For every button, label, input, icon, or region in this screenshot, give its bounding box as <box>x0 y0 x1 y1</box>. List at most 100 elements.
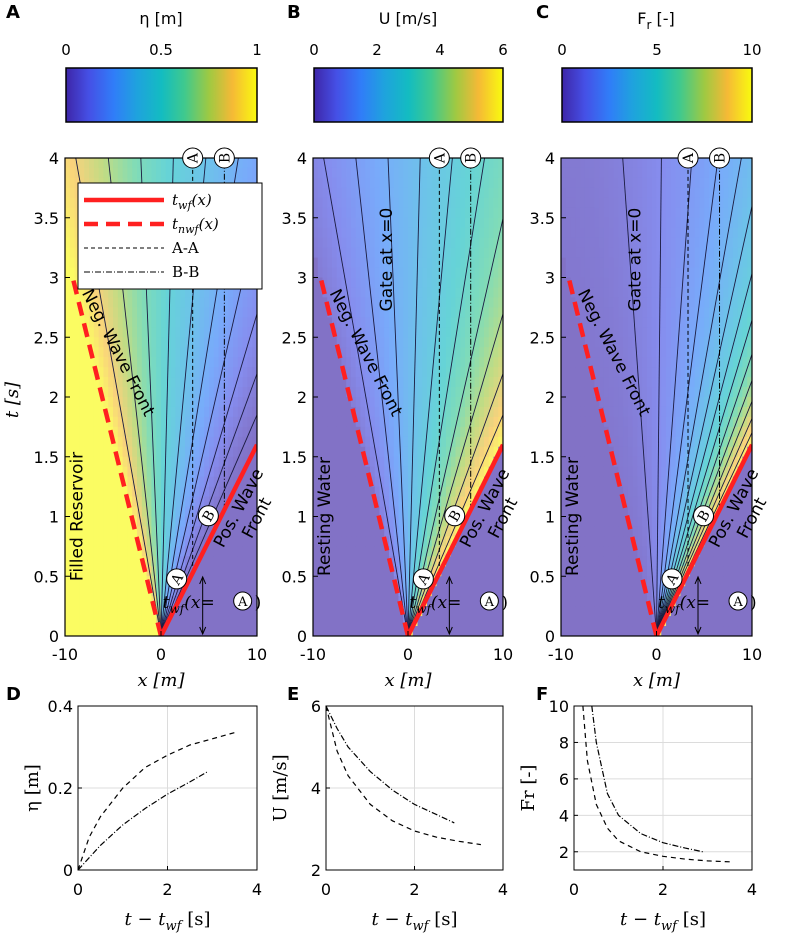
heat-cell <box>317 476 324 488</box>
heat-cell <box>465 347 471 358</box>
heat-cell <box>723 406 729 418</box>
heat-cell <box>185 586 191 597</box>
heat-cell <box>680 287 686 299</box>
heat-cell <box>247 586 253 597</box>
heat-cell <box>317 377 324 388</box>
heat-cell <box>713 377 720 388</box>
heat-cell <box>237 456 244 468</box>
heat-cell <box>151 546 157 557</box>
heat-cell <box>713 267 720 279</box>
heat-cell <box>427 616 433 627</box>
negative-wave-front <box>318 276 411 636</box>
heat-cell <box>103 546 109 557</box>
heat-cell <box>694 416 701 428</box>
heat-cell <box>185 287 191 299</box>
heat-cell <box>718 197 724 209</box>
heat-cell <box>709 207 715 219</box>
heat-cell <box>728 357 734 368</box>
heat-cell <box>122 297 128 308</box>
heat-cell <box>341 327 347 338</box>
heat-cell <box>327 357 333 368</box>
heat-cell <box>488 307 495 318</box>
heat-cell <box>233 566 239 577</box>
heat-cell <box>122 337 128 348</box>
heat-cell <box>431 377 438 388</box>
heat-cell <box>723 416 729 428</box>
heat-cell <box>355 257 362 269</box>
heat-cell <box>156 377 162 388</box>
heat-cell <box>661 167 667 179</box>
heat-cell <box>713 337 720 348</box>
negative-wave-front <box>70 276 164 636</box>
heat-cell <box>469 317 476 328</box>
heat-cell <box>575 158 581 169</box>
heat-cell <box>233 377 239 388</box>
heat-cell <box>427 357 433 368</box>
heat-cell <box>460 596 466 607</box>
heat-cell <box>247 327 253 338</box>
heat-cell <box>332 516 338 528</box>
heat-cell <box>469 307 476 318</box>
heat-cell <box>252 606 257 617</box>
heat-cell <box>103 367 109 378</box>
heat-cell <box>194 516 200 528</box>
heat-cell <box>460 347 466 358</box>
heat-cell <box>575 277 581 289</box>
heat-cell <box>237 377 244 388</box>
heat-cell <box>498 367 503 378</box>
heat-cell <box>469 387 476 398</box>
heat-cell <box>213 426 220 438</box>
heat-cell <box>98 327 104 338</box>
heat-cell <box>365 357 371 368</box>
heat-cell <box>747 167 752 179</box>
heat-cell <box>89 337 95 348</box>
heat-cell <box>460 406 466 418</box>
heat-cell <box>122 397 128 408</box>
heat-cell <box>117 287 124 299</box>
heat-cell <box>151 536 157 547</box>
heat-cell <box>608 297 615 308</box>
heat-cell <box>389 197 395 209</box>
contour-line <box>407 158 453 636</box>
heat-cell <box>465 546 471 557</box>
heat-cell <box>699 167 705 179</box>
heat-cell <box>194 397 200 408</box>
heat-cell <box>313 167 319 179</box>
heat-cell <box>412 486 419 498</box>
heat-cell <box>346 317 352 328</box>
heat-cell <box>141 337 148 348</box>
heat-cell <box>694 287 701 299</box>
heat-cell <box>74 466 80 478</box>
heat-cell <box>69 387 76 398</box>
heat-cell <box>580 267 586 279</box>
heat-cell <box>389 397 395 408</box>
heat-cell <box>704 167 710 179</box>
heat-cell <box>247 416 253 428</box>
heat-cell <box>137 287 143 299</box>
heat-cell <box>417 237 423 249</box>
heat-cell <box>341 436 347 448</box>
heat-cell <box>204 576 210 587</box>
heat-cell <box>431 207 438 219</box>
heat-cell <box>69 217 76 229</box>
heat-cell <box>117 456 124 468</box>
heat-cell <box>170 516 176 528</box>
heat-cell <box>360 496 366 508</box>
heat-cell <box>180 406 186 418</box>
heat-cell <box>417 257 423 269</box>
heat-cell <box>474 337 480 348</box>
heat-cell <box>336 436 343 448</box>
heat-cell <box>132 546 138 557</box>
heat-cell <box>317 297 324 308</box>
heat-cell <box>637 247 643 259</box>
heat-cell <box>317 367 324 378</box>
heat-cell <box>646 237 653 249</box>
heat-cell <box>228 297 234 308</box>
heat-cell <box>327 257 333 269</box>
heat-cell <box>117 586 124 597</box>
heat-cell <box>122 626 128 636</box>
heat-cell <box>675 277 681 289</box>
heat-cell <box>589 327 596 338</box>
heat-cell <box>355 377 362 388</box>
heat-cell <box>108 546 114 557</box>
